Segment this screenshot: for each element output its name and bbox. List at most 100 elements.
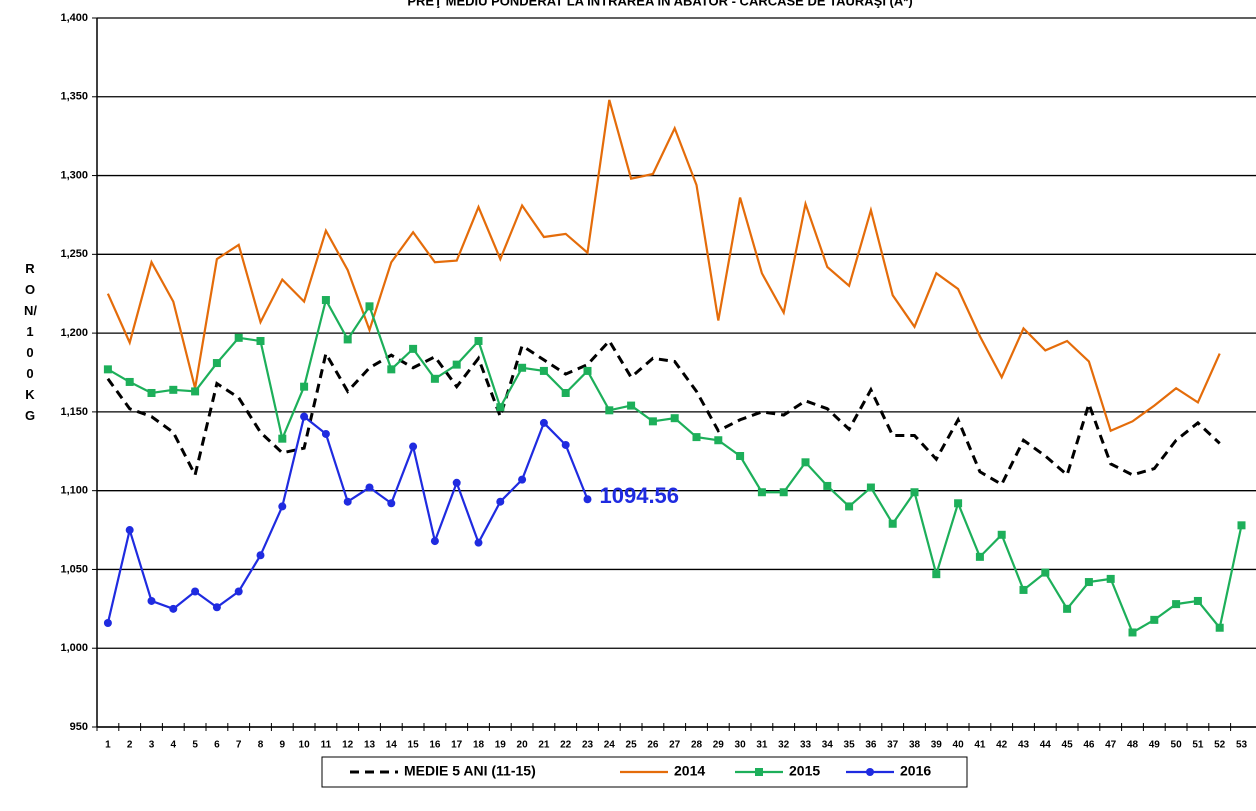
data-point: [365, 302, 374, 311]
x-tick-label: 36: [865, 740, 877, 751]
data-point: [714, 436, 723, 445]
x-tick-label: 43: [1018, 740, 1030, 751]
data-point: [409, 442, 418, 451]
x-tick-label: 45: [1062, 740, 1074, 751]
data-point: [212, 359, 221, 368]
data-point: [147, 388, 156, 397]
data-point: [496, 403, 505, 412]
data-point: [518, 475, 527, 484]
data-point: [954, 499, 963, 508]
x-tick-label: 38: [909, 740, 921, 751]
x-tick-label: 23: [582, 740, 594, 751]
x-tick-label: 33: [800, 740, 812, 751]
legend-marker: [866, 768, 874, 776]
data-point: [278, 434, 287, 443]
data-point: [823, 481, 832, 490]
x-tick-label: 49: [1149, 740, 1161, 751]
data-point: [997, 530, 1006, 539]
y-tick-label: 1,200: [60, 327, 88, 339]
data-point: [343, 335, 352, 344]
data-point: [539, 418, 548, 427]
data-point: [474, 538, 483, 547]
data-point: [169, 604, 178, 613]
data-point: [1150, 615, 1159, 624]
x-tick-label: 16: [429, 740, 441, 751]
x-tick-label: 24: [604, 740, 616, 751]
x-tick-label: 4: [171, 740, 177, 751]
data-point: [430, 537, 439, 546]
x-tick-label: 46: [1083, 740, 1095, 751]
x-tick-label: 28: [691, 740, 703, 751]
data-point: [1019, 585, 1028, 594]
x-tick-label: 42: [996, 740, 1008, 751]
x-tick-label: 51: [1192, 740, 1204, 751]
data-point: [583, 495, 592, 504]
x-tick-label: 1: [105, 740, 111, 751]
data-point: [321, 296, 330, 305]
data-point: [561, 440, 570, 449]
x-tick-label: 20: [517, 740, 529, 751]
data-point: [452, 478, 461, 487]
x-tick-label: 34: [822, 740, 834, 751]
data-point: [212, 603, 221, 612]
x-tick-label: 18: [473, 740, 485, 751]
x-tick-label: 48: [1127, 740, 1139, 751]
data-point: [801, 458, 810, 467]
data-point: [627, 401, 636, 410]
x-tick-label: 39: [931, 740, 943, 751]
data-point: [278, 502, 287, 511]
series-line: [106, 99, 1221, 433]
x-tick-label: 10: [299, 740, 311, 751]
data-point: [866, 483, 875, 492]
x-tick-label: 27: [669, 740, 681, 751]
series-line: [107, 297, 1243, 635]
data-point: [452, 360, 461, 369]
x-tick-label: 40: [953, 740, 965, 751]
x-tick-label: 53: [1236, 740, 1248, 751]
data-point: [125, 526, 134, 535]
data-point: [496, 497, 505, 506]
data-point: [103, 365, 112, 374]
data-point: [234, 587, 243, 596]
x-tick-label: 29: [713, 740, 725, 751]
x-tick-label: 21: [538, 740, 550, 751]
y-tick-label: 1,350: [60, 91, 88, 103]
data-point: [1106, 574, 1115, 583]
data-label: 1094.56: [600, 483, 680, 508]
data-point: [1172, 600, 1181, 609]
x-tick-label: 5: [192, 740, 198, 751]
y-tick-label: 1,050: [60, 563, 88, 575]
data-point: [387, 365, 396, 374]
data-point: [736, 452, 745, 461]
x-tick-label: 11: [321, 740, 332, 751]
data-point: [561, 388, 570, 397]
series-line: [106, 414, 589, 624]
data-point: [888, 519, 897, 528]
chart-title: PREŢ MEDIU PONDERAT LA INTRAREA ÎN ABATO…: [407, 0, 912, 8]
data-point: [932, 570, 941, 579]
x-tick-label: 52: [1214, 740, 1226, 751]
legend-marker: [755, 768, 763, 776]
data-point: [430, 374, 439, 383]
data-point: [1193, 596, 1202, 605]
data-point: [518, 363, 527, 372]
data-point: [365, 483, 374, 492]
x-tick-label: 50: [1171, 740, 1183, 751]
x-tick-label: 47: [1105, 740, 1117, 751]
y-tick-label: 1,400: [60, 12, 88, 24]
y-tick-label: 1,250: [60, 248, 88, 260]
data-point: [474, 336, 483, 345]
x-tick-label: 22: [560, 740, 572, 751]
data-point: [191, 387, 200, 396]
series-line: [106, 338, 1221, 487]
y-tick-label: 1,300: [60, 169, 88, 181]
data-point: [1237, 521, 1246, 530]
y-tick-label: 1,000: [60, 642, 88, 654]
data-point: [1084, 578, 1093, 587]
data-point: [910, 488, 919, 497]
data-point: [409, 344, 418, 353]
y-tick-label: 950: [70, 721, 88, 733]
data-point: [300, 412, 309, 421]
